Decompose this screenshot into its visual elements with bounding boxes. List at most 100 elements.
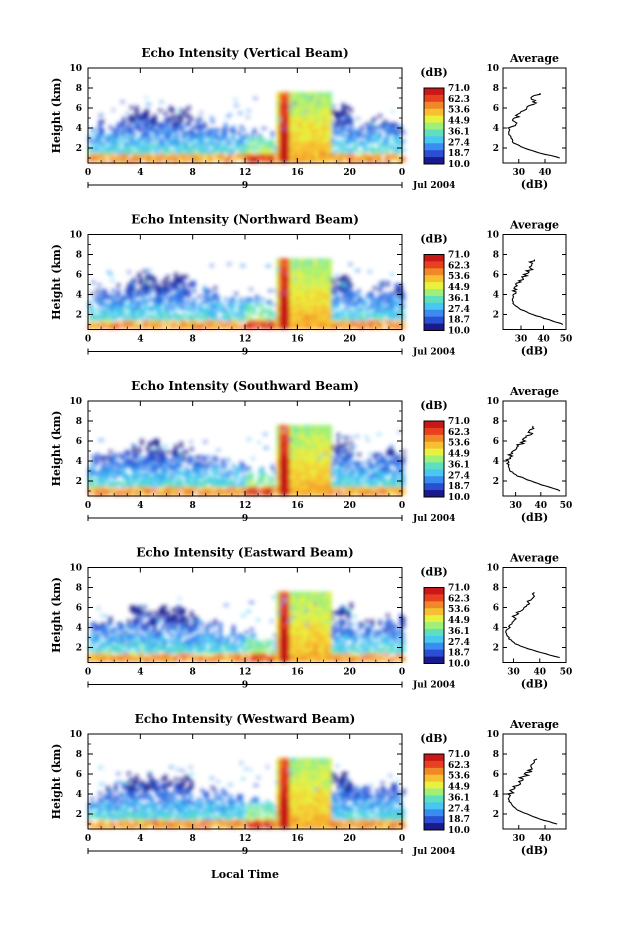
colorbar-level: 44.9 [448, 616, 470, 626]
x-tick-label: 0 [399, 501, 405, 511]
y-tick-label: 10 [69, 564, 82, 574]
profile-y-tick-label: 6 [493, 770, 499, 780]
colorbar-band [424, 635, 444, 644]
y-tick-label: 4 [76, 291, 82, 301]
colorbar-level: 44.9 [448, 117, 470, 127]
x-tick-label: 8 [190, 335, 196, 345]
colorbar-band [424, 490, 444, 498]
colorbar-band [424, 823, 444, 831]
panel-5: Echo Intensity (Westward Beam) 2 4 6 8 10 Heig… [50, 712, 567, 857]
colorbar-level: 10.0 [448, 826, 470, 836]
profile-y-tick-label: 8 [493, 251, 499, 261]
y-tick-label: 4 [76, 457, 82, 467]
profile-y-tick-label: 4 [493, 790, 499, 800]
colorbar-band [424, 150, 444, 158]
colorbar-unit: (dB) [420, 732, 447, 745]
colorbar-level: 62.3 [448, 428, 470, 438]
x-tick-label: 0 [399, 168, 405, 178]
y-tick-label: 10 [69, 64, 82, 74]
colorbar-level: 18.7 [448, 316, 470, 326]
heatmap-field [88, 425, 406, 496]
colorbar-frame [423, 587, 445, 664]
colorbar-level: 71.0 [448, 84, 470, 94]
profile-frame [502, 234, 567, 330]
colorbar-band [424, 628, 444, 637]
colorbar-level: 62.3 [448, 594, 470, 604]
y-tick-label: 8 [76, 84, 82, 94]
colorbar-level: 27.4 [448, 638, 470, 648]
profile-x-label: (dB) [521, 678, 548, 691]
colorbar-level: 71.0 [448, 750, 470, 760]
x-tick-label: 20 [343, 834, 356, 844]
x-tick-label: 20 [343, 168, 356, 178]
profile-x-tick-label: 40 [539, 168, 552, 178]
colorbar-band [424, 101, 444, 110]
profile-x-tick-label: 30 [509, 501, 522, 511]
profile-y-tick-label: 8 [493, 84, 499, 94]
profile-title: Average [509, 718, 559, 731]
x-tick-label: 12 [239, 668, 252, 678]
colorbar-level: 18.7 [448, 149, 470, 159]
profile-x-tick-label: 40 [533, 668, 546, 678]
x-tick-label: 16 [291, 168, 304, 178]
colorbar-band [424, 622, 444, 630]
panel-title: Echo Intensity (Vertical Beam) [141, 46, 348, 60]
colorbar-band [424, 122, 444, 130]
date-label: Jul 2004 [412, 348, 455, 358]
colorbar-band [424, 656, 444, 664]
colorbar-band [424, 483, 444, 491]
profile-x-tick-label: 30 [512, 168, 525, 178]
profile-x-tick-label: 50 [560, 501, 573, 511]
colorbar-band [424, 136, 444, 144]
colorbar-band [424, 129, 444, 137]
x-tick-label: 20 [343, 668, 356, 678]
profile-x-tick-label: 30 [515, 335, 528, 345]
colorbar-band [424, 816, 444, 824]
colorbar-band [424, 601, 444, 609]
colorbar-band [424, 608, 444, 616]
colorbar-frame [423, 254, 445, 331]
profile-x-tick-label: 50 [560, 668, 573, 678]
colorbar-unit: (dB) [420, 566, 447, 579]
y-tick-label: 2 [76, 477, 82, 487]
colorbar-band [424, 809, 444, 817]
colorbar-band [424, 157, 444, 165]
x-tick-label: 12 [239, 501, 252, 511]
colorbar-level: 27.4 [448, 804, 470, 814]
profile-y-tick-label: 2 [493, 144, 499, 154]
y-tick-label: 6 [76, 104, 82, 114]
colorbar-level: 71.0 [448, 251, 470, 261]
panel-1: Echo Intensity (Vertical Beam) 2 4 6 8 10 Heig… [50, 46, 567, 191]
x-tick-label: 20 [343, 335, 356, 345]
profile-y-tick-label: 8 [493, 584, 499, 594]
x-tick-label: 16 [291, 501, 304, 511]
heatmap-field [88, 92, 406, 163]
colorbar-level: 44.9 [448, 783, 470, 793]
colorbar-band [424, 143, 444, 151]
heatmap-field [88, 591, 406, 662]
x-tick-label: 16 [291, 668, 304, 678]
colorbar-frame [423, 420, 445, 498]
colorbar-band [424, 455, 444, 463]
colorbar-level: 62.3 [448, 761, 470, 771]
colorbar-band [424, 309, 444, 318]
y-tick-label: 6 [76, 437, 82, 447]
colorbar-band [424, 295, 444, 304]
colorbar-level: 36.1 [448, 294, 470, 304]
colorbar-level: 10.0 [448, 660, 470, 670]
colorbar-unit: (dB) [420, 399, 447, 412]
panel-3: Echo Intensity (Southward Beam) 2 4 6 8 10 Hei… [50, 379, 572, 524]
profile-y-tick-label: 6 [493, 271, 499, 281]
profile-x-label: (dB) [521, 844, 548, 857]
x-tick-label: 0 [85, 501, 91, 511]
colorbar-band [424, 302, 444, 311]
colorbar-level: 71.0 [448, 417, 470, 427]
x-tick-label: 4 [137, 668, 143, 678]
y-tick-label: 2 [76, 311, 82, 321]
colorbar-band [424, 462, 444, 470]
profile-x-tick-label: 40 [537, 335, 550, 345]
profile-line [507, 92, 560, 159]
x-tick-label: 4 [137, 834, 143, 844]
y-tick-label: 2 [76, 144, 82, 154]
